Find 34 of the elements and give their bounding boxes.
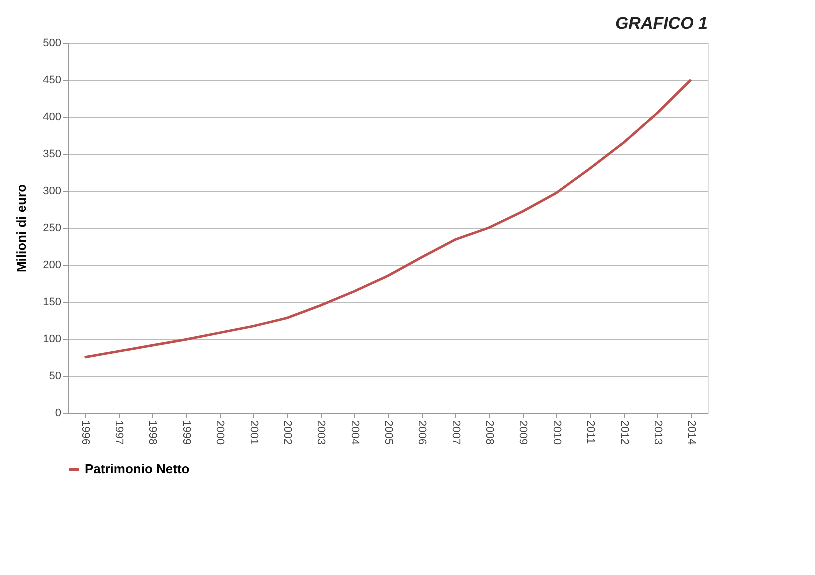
x-tick-label: 1998 (146, 420, 159, 445)
x-tick-label: 2006 (416, 420, 428, 445)
x-tick-label: 2000 (214, 420, 226, 445)
y-tick-label: 250 (43, 222, 62, 234)
chart-title: GRAFICO 1 (615, 14, 708, 33)
x-tick-label: 2005 (382, 420, 394, 445)
y-tick-label: 200 (43, 260, 62, 272)
y-tick-label: 50 (49, 370, 62, 382)
x-tick-label: 2007 (450, 420, 462, 445)
x-tick-label: 1996 (79, 420, 92, 445)
x-tick-label: 2002 (281, 420, 294, 445)
y-tick-label: 150 (43, 296, 62, 308)
y-tick-label: 450 (43, 74, 62, 86)
x-tick-label: 2001 (248, 420, 260, 445)
x-tick-label: 2014 (686, 420, 698, 445)
x-tick-label: 2012 (618, 420, 630, 445)
y-tick-label: 100 (43, 334, 62, 346)
y-tick-label: 0 (55, 408, 62, 420)
y-axis-title: Milioni di euro (14, 184, 30, 273)
y-tick-label: 500 (43, 38, 62, 50)
y-tick-label: 300 (43, 186, 62, 198)
legend-label: Patrimonio Netto (85, 462, 190, 476)
x-tick-label: 2008 (484, 420, 496, 445)
y-tick-label: 400 (43, 112, 62, 124)
x-tick-label: 2004 (348, 420, 361, 445)
x-tick-label: 1997 (113, 420, 126, 445)
y-tick-label: 350 (43, 148, 62, 160)
x-tick-label: 2009 (517, 420, 530, 445)
x-tick-label: 2010 (550, 420, 563, 445)
x-tick-label: 2003 (315, 420, 328, 445)
x-tick-label: 2011 (584, 420, 597, 444)
line-series (84, 78, 692, 359)
x-tick-label: 1999 (180, 420, 192, 445)
x-tick-label: 2013 (652, 420, 664, 445)
